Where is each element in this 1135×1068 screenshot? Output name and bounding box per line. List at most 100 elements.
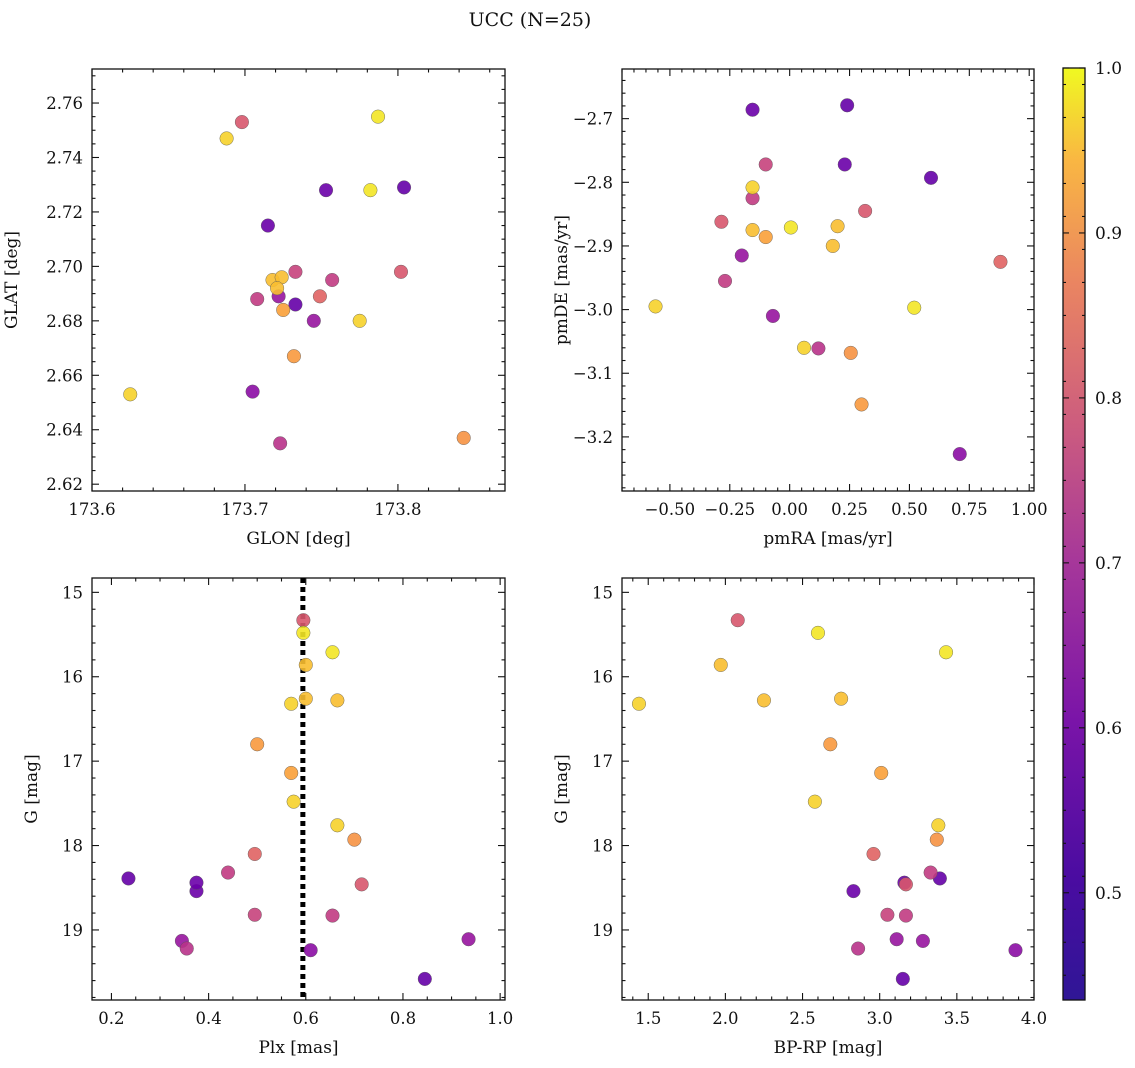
star-point [270, 281, 285, 296]
star-point [840, 98, 855, 113]
x-tick-label: 173.7 [221, 500, 268, 519]
x-tick-label: 4.0 [1021, 1009, 1047, 1028]
panels: 173.6 173.7 173.8 2.62 2.64 2.66 2.68 2.70 2.72 2… [2, 68, 1048, 1058]
star-point [319, 183, 334, 198]
chart-title: UCC (N=25) [469, 9, 592, 31]
star-point [347, 832, 362, 847]
y-tick-label: 18 [62, 837, 83, 856]
x-tick-label: 3.0 [867, 1009, 893, 1028]
y-tick-label: −3.0 [573, 301, 613, 320]
star-point [846, 884, 861, 899]
star-point [288, 297, 303, 312]
star-point [250, 737, 265, 752]
y-tick-label: 19 [592, 921, 613, 940]
star-point [247, 846, 262, 861]
star-point [393, 264, 408, 279]
colorbar-tick-label: 0.9 [1095, 224, 1122, 244]
x-tick-label: 1.5 [635, 1009, 661, 1028]
star-point [718, 273, 733, 288]
star-point [874, 765, 889, 780]
star-point [221, 865, 236, 880]
star-point [825, 238, 840, 253]
star-point [189, 875, 204, 890]
star-point [456, 430, 471, 445]
star-point [837, 157, 852, 172]
star-point [461, 932, 476, 947]
star-point [858, 203, 873, 218]
star-point [745, 223, 760, 238]
plot-frame [91, 577, 506, 1001]
y-tick-label: 2.66 [46, 366, 83, 385]
star-point [397, 180, 412, 195]
y-axis-label: GLAT [deg] [2, 231, 22, 329]
panel-glon-glat: 173.6 173.7 173.8 2.62 2.64 2.66 2.68 2.70 2.72 2… [2, 68, 506, 549]
y-tick-label: 15 [592, 583, 613, 602]
colorbar-tick-label: 0.5 [1095, 884, 1122, 904]
star-point [1008, 943, 1023, 958]
x-axis-label: Plx [mas] [258, 1038, 338, 1058]
y-tick-label: 16 [592, 668, 613, 687]
star-point [330, 818, 345, 833]
star-point [306, 313, 321, 328]
y-tick-label: 2.76 [46, 94, 83, 113]
star-point [924, 170, 939, 185]
star-point [895, 971, 910, 986]
star-point [260, 218, 275, 233]
x-tick-label: 0.25 [831, 500, 868, 519]
plot-frame [621, 577, 1035, 1001]
x-tick-label: 1.0 [487, 1009, 513, 1028]
star-point [245, 384, 260, 399]
star-point [783, 220, 798, 235]
star-point [866, 846, 881, 861]
star-point [745, 102, 760, 117]
star-point [907, 300, 922, 315]
x-tick-label: 0.8 [390, 1009, 416, 1028]
star-point [325, 645, 340, 660]
x-tick-label: 0.6 [293, 1009, 319, 1028]
star-point [286, 794, 301, 809]
star-point [811, 341, 826, 356]
star-point [898, 908, 913, 923]
star-point [325, 273, 340, 288]
y-tick-label: 2.72 [46, 203, 83, 222]
x-tick-label: 1.00 [1011, 500, 1048, 519]
star-point [296, 613, 311, 628]
x-tick-label: −0.25 [705, 500, 756, 519]
star-point [714, 214, 729, 229]
star-point [325, 908, 340, 923]
panel-bprp-g: 1.5 2.0 2.5 3.0 3.5 4.0 15 16 17 18 19 BP-RP [mag] G… [552, 577, 1047, 1058]
y-tick-label: −2.9 [573, 237, 613, 256]
y-tick-label: 2.62 [46, 475, 83, 494]
y-tick-label: 2.74 [46, 148, 83, 167]
y-axis-label: pmDE [mas/yr] [552, 215, 572, 345]
colorbar-tick-label: 0.6 [1095, 719, 1122, 739]
x-tick-label: 2.0 [712, 1009, 738, 1028]
y-tick-label: −2.7 [573, 110, 613, 129]
star-point [648, 299, 663, 314]
star-point [952, 447, 967, 462]
star-point [298, 691, 313, 706]
star-point [745, 180, 760, 195]
star-point [880, 907, 895, 922]
x-tick-label: 2.5 [789, 1009, 815, 1028]
star-point [288, 264, 303, 279]
star-point [810, 625, 825, 640]
star-point [830, 219, 845, 234]
y-tick-label: 2.64 [46, 421, 83, 440]
star-point [284, 765, 299, 780]
star-point [993, 254, 1008, 269]
x-axis-label: pmRA [mas/yr] [763, 529, 892, 549]
star-point [758, 230, 773, 245]
panel-pmra-pmde: −0.50 −0.25 0.00 0.25 0.50 0.75 1.00 −3.2 −3.1 −3… [552, 68, 1048, 549]
star-point [823, 737, 838, 752]
x-tick-label: 0.00 [771, 500, 808, 519]
star-point [123, 387, 138, 402]
colorbar-tick-label: 1.0 [1095, 59, 1122, 79]
y-tick-label: 17 [62, 752, 83, 771]
y-tick-label: 16 [62, 668, 83, 687]
star-point [298, 657, 313, 672]
star-point [352, 313, 367, 328]
star-point [234, 115, 249, 130]
y-tick-label: 18 [592, 837, 613, 856]
